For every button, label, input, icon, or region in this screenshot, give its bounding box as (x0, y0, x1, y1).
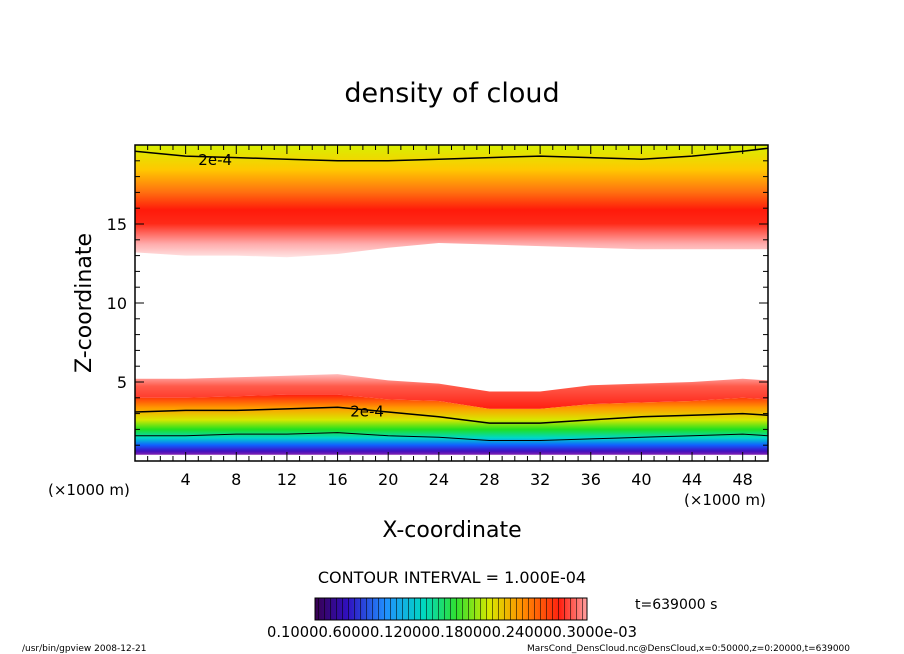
y-tick-label: 5 (117, 373, 127, 392)
upper-cloud-layer (135, 145, 768, 258)
colorbar (314, 597, 588, 621)
contour-label: 2e-4 (198, 151, 232, 169)
lower-cloud-layer-top (135, 374, 768, 409)
x-tick-label: 40 (631, 470, 651, 489)
chart-title: density of cloud (344, 78, 559, 109)
x-tick-label: 48 (733, 470, 753, 489)
contour-line-lower-1e-4 (135, 432, 768, 441)
y-tick-label: 10 (107, 294, 127, 313)
footer-right: MarsCond_DensCloud.nc@DensCloud,x=0:5000… (527, 644, 850, 654)
colorbar-frame (314, 597, 588, 621)
lower-cloud-layer-bottom (135, 394, 768, 455)
footer-left: /usr/bin/gpview 2008-12-21 (22, 644, 146, 654)
x-axis-title: X-coordinate (382, 518, 521, 543)
y-axis-title: Z-coordinate (72, 233, 97, 373)
x-tick-label: 4 (181, 470, 191, 489)
x-tick-label: 36 (581, 470, 601, 489)
contour-line-upper-2e-4 (135, 147, 768, 162)
contour-interval-text: CONTOUR INTERVAL = 1.000E-04 (318, 568, 586, 587)
x-tick-label: 8 (231, 470, 241, 489)
x-tick-label: 16 (327, 470, 347, 489)
time-label: t=639000 s (635, 597, 717, 613)
contour-line-lower-2e-4 (135, 406, 768, 424)
x-tick-label: 44 (682, 470, 702, 489)
x-tick-label: 32 (530, 470, 550, 489)
contour-label: 2e-4 (350, 402, 384, 420)
colorbar-bands (315, 598, 587, 620)
y-tick-label: 15 (107, 215, 127, 234)
x-tick-label: 20 (378, 470, 398, 489)
x-unit-label-right: (×1000 m) (684, 491, 766, 509)
colorbar-tick-labels: 0.10000.60000.120000.180000.240000.3000e… (267, 623, 637, 641)
x-tick-label: 12 (277, 470, 297, 489)
x-tick-label: 28 (479, 470, 499, 489)
x-tick-label: 24 (429, 470, 449, 489)
x-unit-label-left: (×1000 m) (48, 481, 130, 499)
